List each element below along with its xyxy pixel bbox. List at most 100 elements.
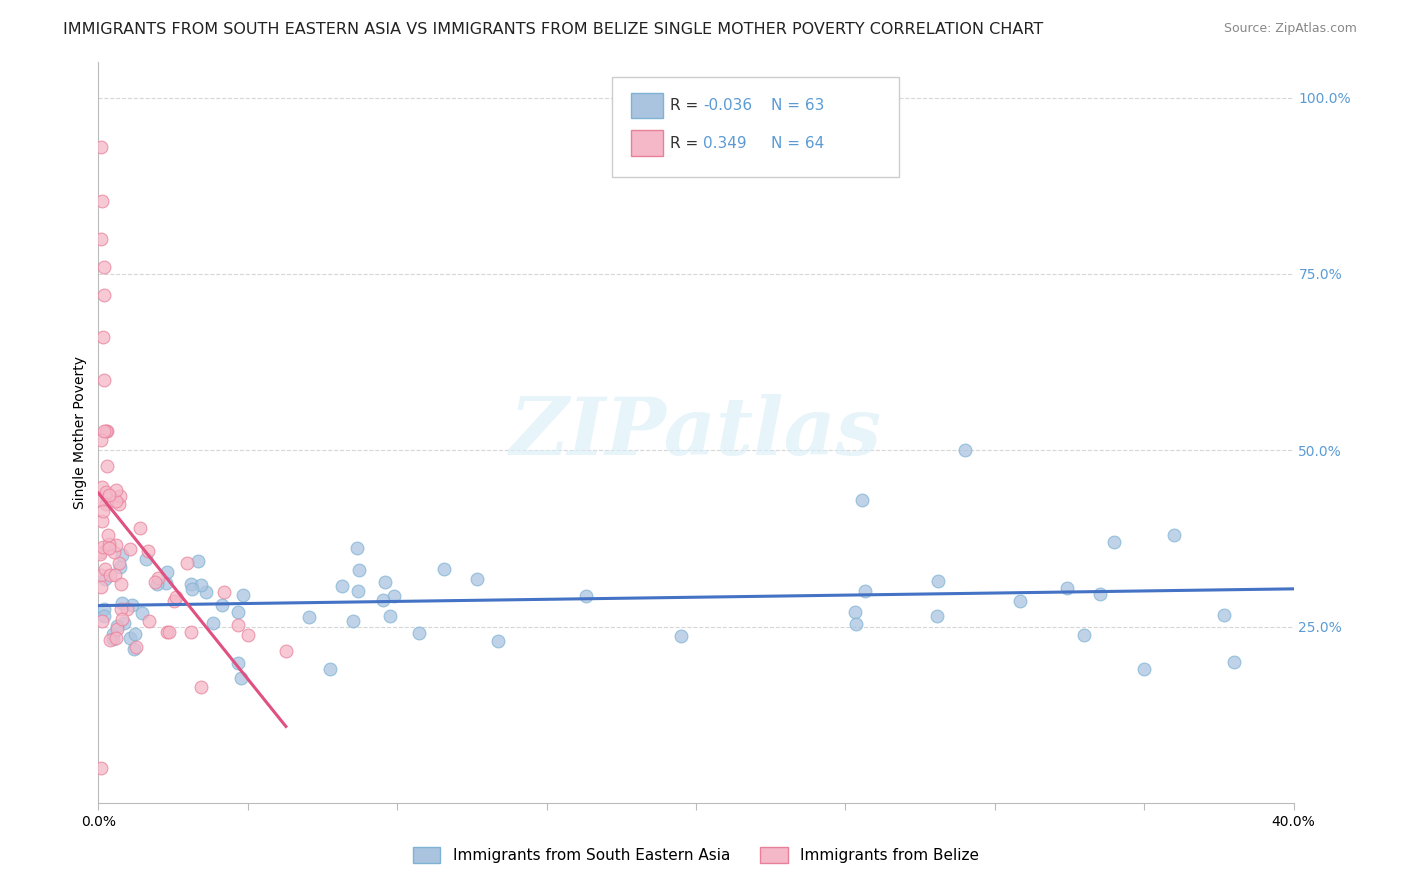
Point (96, 497, 118, 511)
Point (346, 541, 368, 555)
Point (229, 671, 252, 685)
Point (110, 489, 132, 503)
Point (146, 571, 169, 585)
Point (91, 514, 114, 528)
Point (157, 624, 180, 639)
FancyBboxPatch shape (613, 78, 900, 178)
Point (180, 577, 202, 591)
Point (115, 602, 138, 616)
Point (118, 632, 141, 646)
Text: Source: ZipAtlas.com: Source: ZipAtlas.com (1223, 22, 1357, 36)
Point (125, 640, 148, 654)
Point (342, 614, 364, 628)
Point (90, 140, 112, 154)
Point (408, 626, 430, 640)
Point (146, 577, 169, 591)
Y-axis label: Single Mother Poverty: Single Mother Poverty (73, 356, 87, 509)
Point (111, 548, 134, 562)
Point (187, 554, 209, 568)
Point (1163, 528, 1185, 542)
Point (380, 609, 402, 624)
Point (90, 760, 112, 774)
Point (232, 588, 254, 602)
Point (195, 585, 218, 599)
Point (384, 589, 406, 603)
Point (94, 485, 117, 500)
Point (347, 564, 370, 578)
Point (212, 585, 235, 599)
Point (374, 575, 396, 590)
Point (433, 562, 456, 576)
Point (111, 596, 134, 610)
Point (181, 582, 204, 596)
Point (107, 497, 129, 511)
Point (1010, 594, 1032, 608)
Point (110, 602, 132, 616)
Point (91, 330, 114, 344)
Point (371, 593, 394, 607)
Point (105, 632, 128, 646)
Point (93, 424, 115, 438)
Point (94, 562, 117, 576)
Point (98, 633, 121, 648)
Point (90, 433, 112, 447)
Point (236, 627, 259, 641)
Point (138, 614, 160, 628)
Point (98, 537, 121, 551)
Point (90, 568, 112, 582)
Point (101, 626, 124, 640)
Point (121, 598, 143, 612)
Point (93, 288, 115, 302)
Point (91, 541, 114, 555)
Point (1133, 662, 1156, 676)
Point (211, 598, 233, 612)
Text: N = 64: N = 64 (772, 136, 824, 151)
Point (927, 574, 949, 588)
Point (93, 503, 115, 517)
Point (107, 556, 129, 570)
Point (103, 544, 125, 558)
Point (131, 606, 153, 620)
Point (104, 494, 127, 508)
Point (853, 584, 876, 599)
Text: N = 63: N = 63 (772, 98, 825, 113)
Point (1056, 582, 1078, 596)
Point (228, 656, 250, 670)
Point (927, 609, 949, 624)
Point (98, 541, 121, 555)
Point (330, 579, 353, 593)
Point (845, 616, 868, 631)
Text: 0.349: 0.349 (703, 136, 747, 151)
Point (467, 573, 489, 587)
Point (96, 458, 118, 473)
Point (163, 594, 186, 608)
Point (98, 568, 121, 582)
Point (486, 634, 509, 648)
Point (97, 488, 120, 502)
Text: ZIPatlas: ZIPatlas (510, 394, 882, 471)
Text: R =: R = (669, 136, 703, 151)
Point (120, 542, 142, 557)
Text: IMMIGRANTS FROM SOUTH EASTERN ASIA VS IMMIGRANTS FROM BELIZE SINGLE MOTHER POVER: IMMIGRANTS FROM SOUTH EASTERN ASIA VS IM… (63, 22, 1043, 37)
Point (155, 625, 177, 640)
Point (93, 602, 115, 616)
Point (1073, 628, 1095, 642)
Point (176, 556, 198, 570)
Point (89, 545, 111, 559)
FancyBboxPatch shape (631, 130, 662, 156)
Point (1212, 607, 1234, 622)
Point (97, 528, 120, 542)
Point (111, 612, 134, 626)
Point (104, 538, 127, 552)
Point (108, 560, 131, 574)
Point (94, 424, 117, 438)
Point (105, 623, 128, 637)
Point (90, 614, 112, 628)
Point (93, 373, 115, 387)
Point (844, 605, 866, 619)
Point (93, 260, 115, 274)
Point (347, 584, 370, 599)
Point (104, 483, 127, 497)
Text: -0.036: -0.036 (703, 98, 752, 113)
Text: R =: R = (669, 98, 703, 113)
